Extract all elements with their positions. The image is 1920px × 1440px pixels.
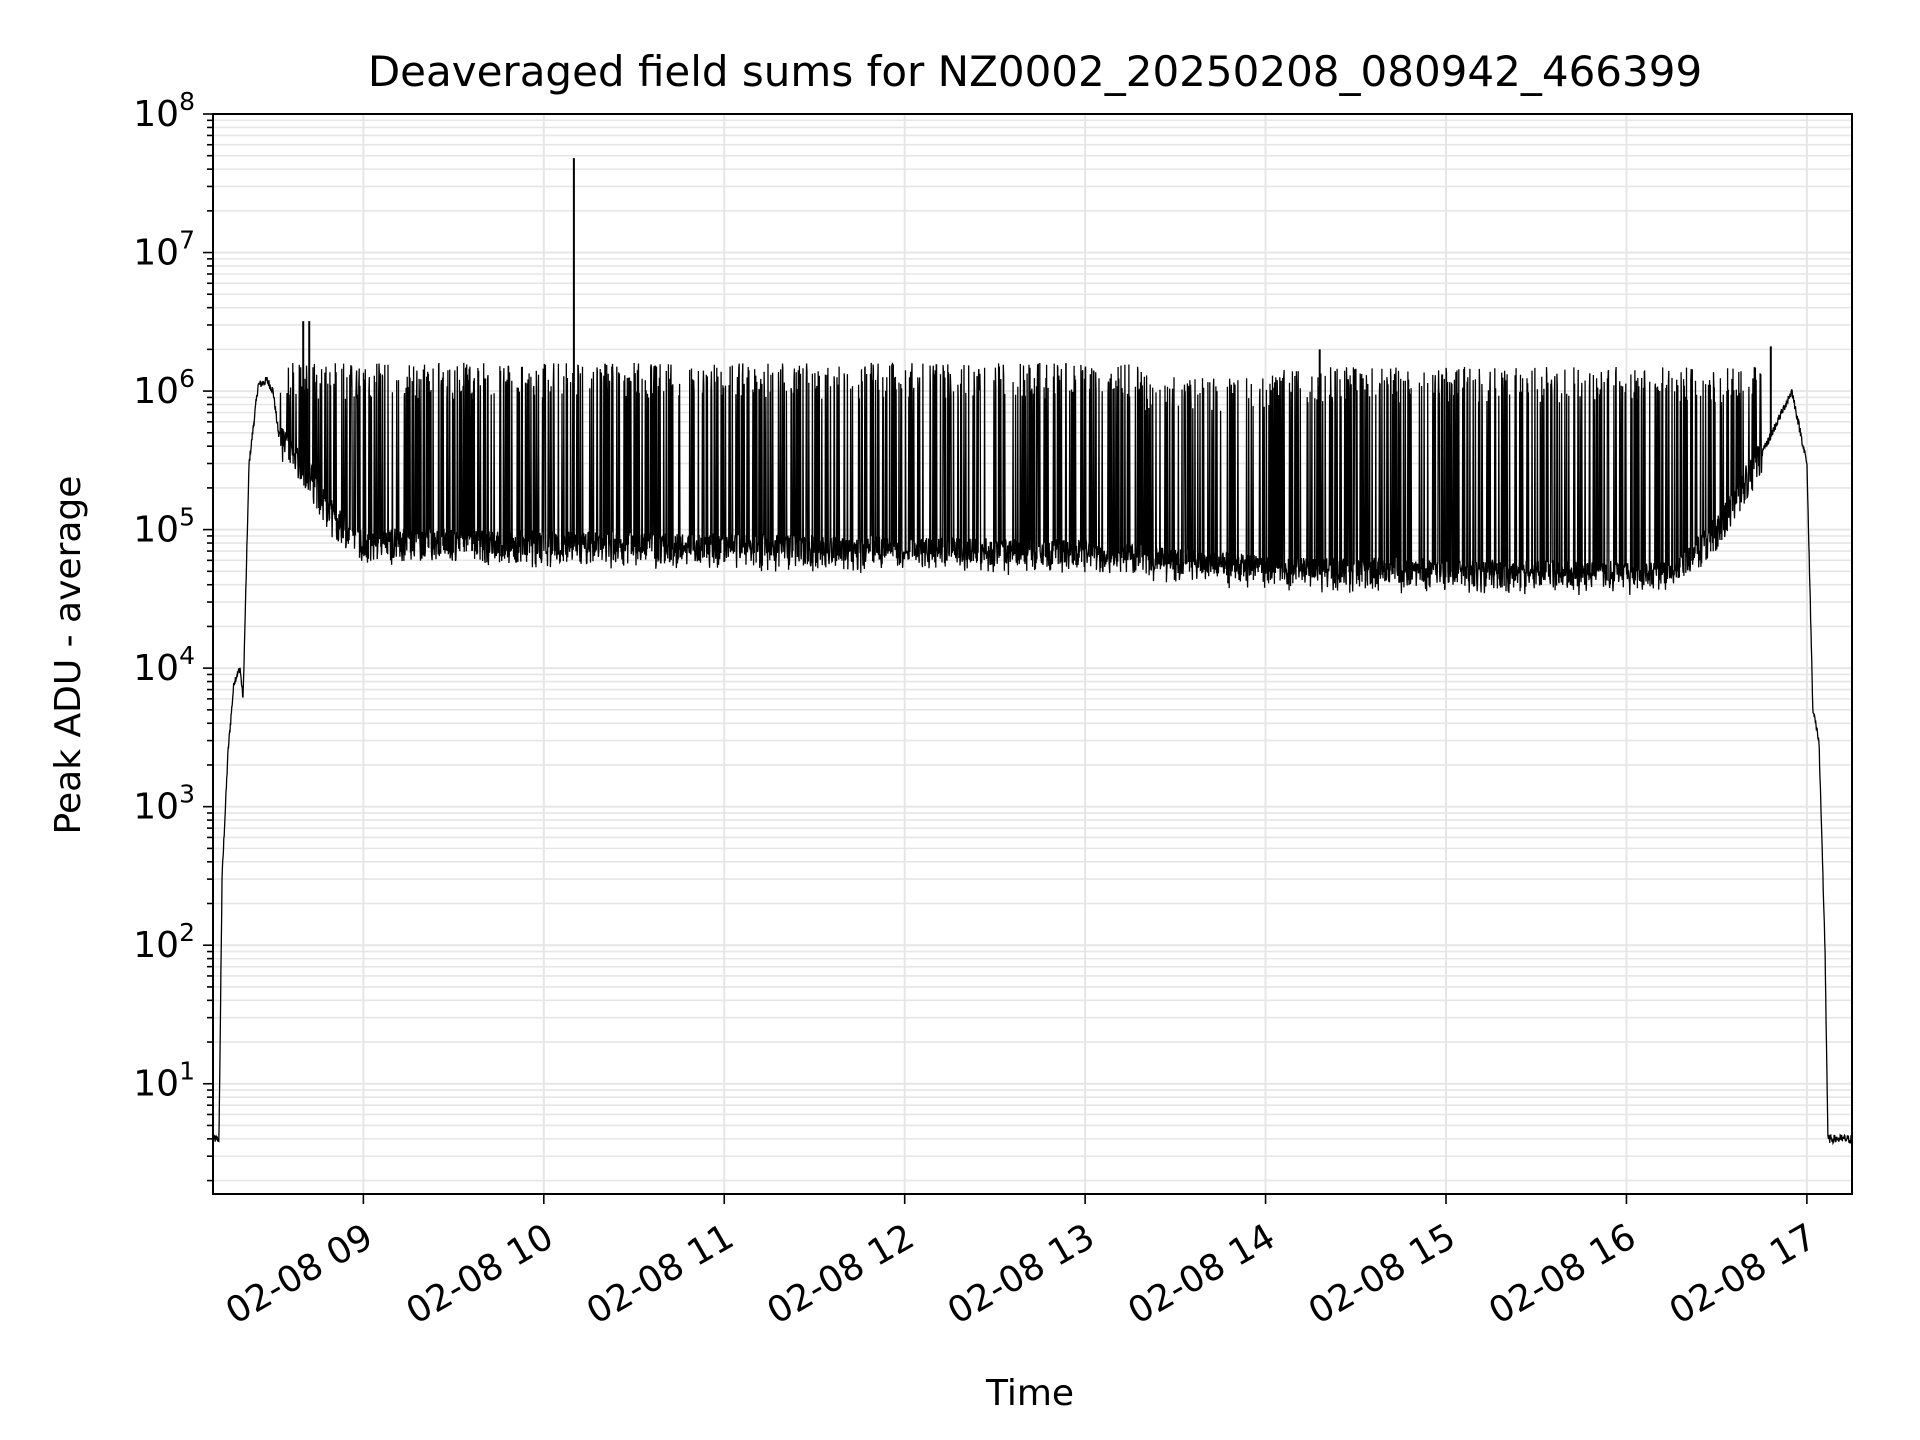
series-line [212,362,1853,1146]
y-tick-label: 103 [133,780,195,828]
x-tick-label: 02-08 11 [580,1216,741,1332]
grid-lines [213,113,1852,1194]
y-tick-label: 102 [133,918,195,966]
x-tick-label: 02-08 14 [1121,1216,1282,1332]
y-tick-label: 106 [133,364,195,412]
y-tick-label: 101 [133,1057,195,1105]
x-tick-label: 02-08 15 [1302,1216,1463,1332]
plot-frame [212,113,1853,1195]
x-tick-label: 02-08 16 [1482,1216,1643,1332]
x-tick-label: 02-08 13 [941,1216,1102,1332]
x-tick-label: 02-08 09 [219,1216,380,1332]
x-tick-label: 02-08 12 [761,1216,922,1332]
y-axis-label: Peak ADU - average [48,476,89,835]
chart-title: Deaveraged field sums for NZ0002_2025020… [368,47,1702,96]
y-tick-label: 104 [133,641,195,689]
data-series [212,158,1853,1146]
y-tick-label: 108 [133,87,195,135]
x-tick-label: 02-08 10 [400,1216,561,1332]
x-axis-label: Time [985,1373,1074,1414]
y-tick-label: 107 [133,226,195,274]
x-tick-label: 02-08 17 [1663,1216,1824,1332]
y-tick-label: 105 [133,503,195,551]
